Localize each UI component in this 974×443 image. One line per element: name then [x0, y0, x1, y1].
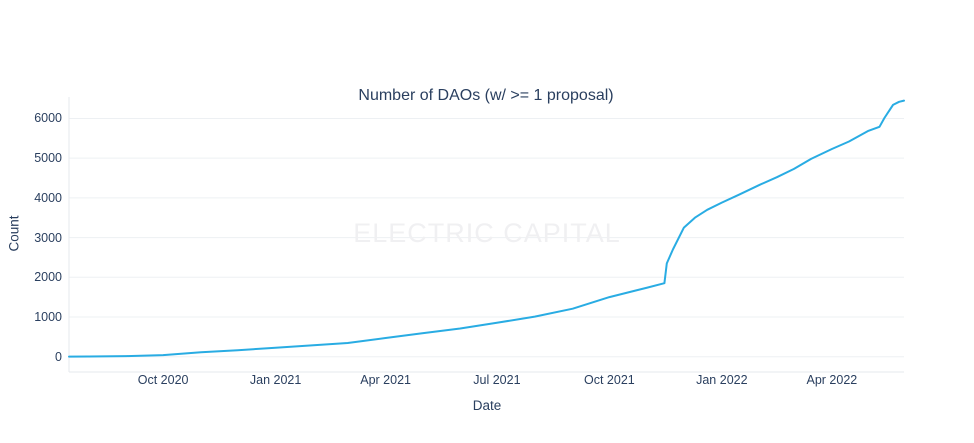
chart-title: Number of DAOs (w/ >= 1 proposal)	[358, 87, 614, 104]
y-tick-label: 4000	[34, 190, 62, 205]
x-tick-label: Apr 2022	[806, 373, 858, 387]
x-axis-title: Date	[472, 398, 502, 413]
x-tick-label: Oct 2020	[137, 373, 189, 387]
x-tick-label: Apr 2021	[360, 373, 411, 387]
x-tick-label: Jan 2021	[249, 373, 302, 387]
y-tick-label: 0	[55, 349, 62, 364]
x-tick-label: Oct 2021	[583, 373, 635, 387]
y-axis-title: Count	[6, 215, 22, 252]
y-tick-label: 1000	[34, 310, 62, 324]
y-tick-label: 5000	[34, 151, 62, 166]
y-tick-label: 2000	[34, 270, 62, 285]
y-tick-label: 3000	[34, 230, 62, 245]
x-tick-label: Jan 2022	[696, 373, 748, 387]
series-line	[68, 99, 905, 358]
y-tick-label: 6000	[34, 111, 62, 126]
x-tick-label: Jul 2021	[473, 373, 521, 387]
watermark: ELECTRIC CAPITAL	[353, 218, 621, 248]
